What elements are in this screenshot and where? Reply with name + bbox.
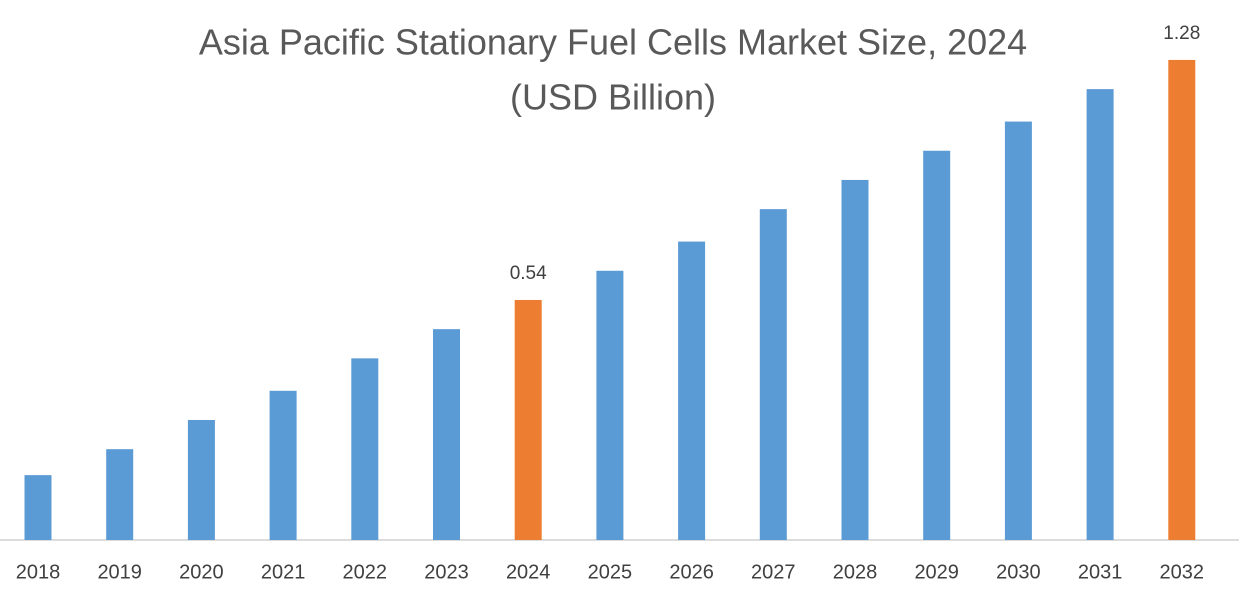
bar: [433, 329, 460, 540]
x-tick-label: 2027: [751, 561, 796, 583]
x-tick-label: 2023: [424, 561, 469, 583]
x-tick-label: 2031: [1078, 561, 1123, 583]
chart-title: (USD Billion): [510, 77, 716, 118]
chart-title: Asia Pacific Stationary Fuel Cells Marke…: [199, 22, 1027, 63]
bar: [351, 358, 379, 540]
x-tick-label: 2026: [669, 561, 714, 583]
x-tick-label: 2032: [1160, 561, 1205, 583]
bar: [596, 270, 624, 540]
bar: [841, 179, 869, 540]
x-tick-label: 2020: [179, 561, 224, 583]
x-tick-label: 2025: [588, 561, 633, 583]
x-tick-label: 2021: [261, 561, 306, 583]
x-tick-label: 2022: [343, 561, 388, 583]
data-label: 0.54: [510, 263, 547, 284]
bar: [1004, 121, 1032, 541]
bar: [187, 419, 215, 540]
bar: [24, 475, 52, 540]
bar: [269, 390, 297, 540]
x-tick-label: 2018: [16, 561, 61, 583]
bar: [514, 299, 542, 540]
bar: [1086, 89, 1114, 541]
bar: [106, 449, 134, 540]
x-tick-label: 2029: [914, 561, 959, 583]
bar: [759, 209, 787, 540]
x-tick-label: 2028: [833, 561, 878, 583]
x-tick-label: 2024: [506, 561, 551, 583]
x-tick-label: 2030: [996, 561, 1041, 583]
data-label: 1.28: [1163, 23, 1200, 44]
bar: [678, 241, 706, 540]
bar: [923, 150, 951, 540]
x-tick-label: 2019: [97, 561, 142, 583]
bar: [1168, 59, 1196, 541]
